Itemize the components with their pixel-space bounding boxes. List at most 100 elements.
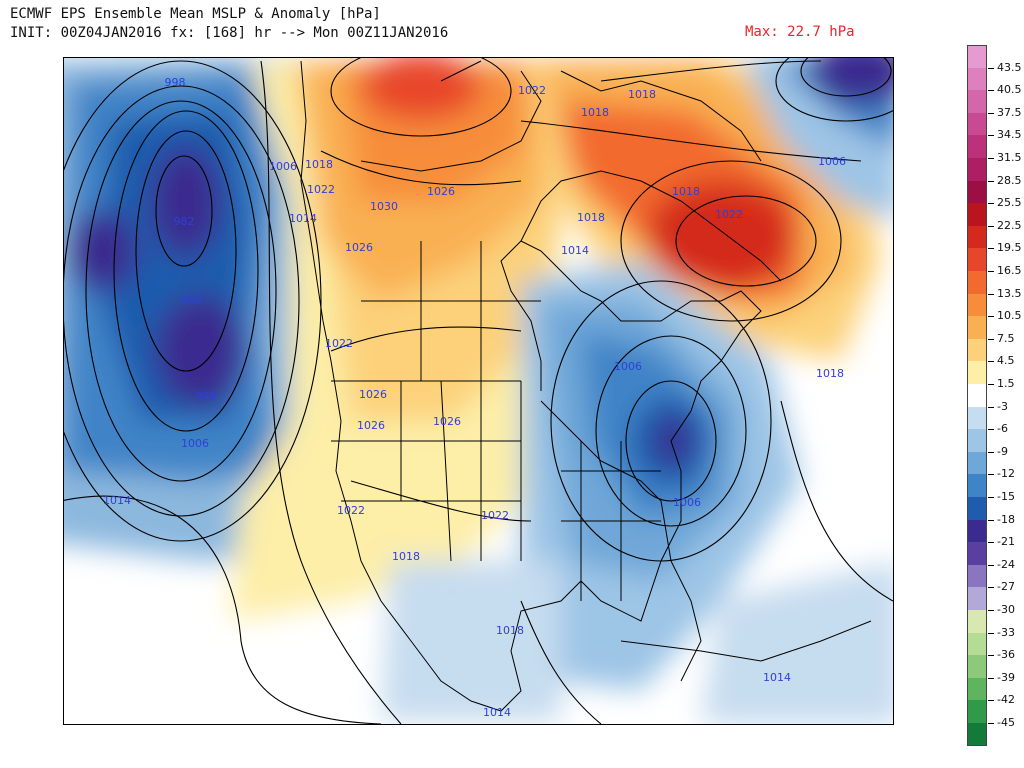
colorbar-tick [988, 564, 994, 566]
colorbar-tick-label: -42 [997, 693, 1015, 707]
isobar-label: 1022 [715, 208, 743, 221]
colorbar-tick-label: -24 [997, 557, 1015, 571]
colorbar-swatch [967, 271, 987, 295]
colorbar-tick-label: 7.5 [997, 331, 1015, 345]
colorbar-tick [988, 519, 994, 521]
isobar-lines [64, 58, 893, 724]
colorbar-tick-label: -12 [997, 467, 1015, 481]
colorbar-tick-label: 28.5 [997, 173, 1022, 187]
isobar-label: 1014 [483, 706, 511, 719]
isobar-label: 1026 [427, 185, 455, 198]
isobar-label: 1022 [307, 183, 335, 196]
isobar-label: 1026 [345, 241, 373, 254]
colorbar-swatch [967, 112, 987, 136]
colorbar-swatch [967, 632, 987, 656]
colorbar-swatch [967, 429, 987, 453]
colorbar-tick [988, 271, 994, 272]
isobar-label: 998 [165, 76, 186, 89]
colorbar-tick-label: 25.5 [997, 196, 1022, 210]
isobar-label: 1018 [496, 624, 524, 637]
colorbar-tick-label: 13.5 [997, 286, 1022, 300]
isobar-label: 1030 [370, 200, 398, 213]
isobar-label: 1006 [818, 155, 846, 168]
colorbar-tick-label: 1.5 [997, 377, 1015, 390]
isobar-label: 1018 [672, 185, 700, 198]
colorbar-tick [988, 700, 994, 702]
isobar-label: 1022 [518, 84, 546, 97]
colorbar-tick-label: 40.5 [997, 83, 1022, 97]
colorbar-tick-label: -45 [997, 716, 1015, 729]
colorbar-tick [988, 248, 994, 250]
colorbar-swatch [967, 700, 987, 724]
colorbar-tick-label: -9 [997, 444, 1008, 458]
colorbar-swatch [967, 316, 987, 340]
isobar-label: 1014 [561, 244, 589, 257]
colorbar-swatch [967, 248, 987, 272]
colorbar-frame [967, 45, 987, 746]
colorbar-swatch [967, 677, 987, 701]
colorbar-tick [988, 474, 994, 476]
colorbar-tick-label: 31.5 [997, 151, 1022, 164]
colorbar-swatch [967, 158, 987, 182]
isobar-label: 1022 [337, 504, 365, 517]
coastlines-borders [300, 60, 872, 712]
isobar-label: 1014 [289, 212, 317, 225]
colorbar-tick-label: -27 [997, 580, 1015, 594]
isobar-label: 1022 [325, 337, 353, 350]
colorbar-tick [988, 90, 994, 92]
isobar-label: 1018 [392, 550, 420, 563]
colorbar-tick-label: 19.5 [997, 241, 1022, 255]
colorbar-tick [988, 67, 994, 69]
colorbar-tick-label: -6 [997, 422, 1008, 436]
colorbar-swatch [967, 338, 987, 362]
anomaly-colorbar: 43.5 40.5 37.5 34.5 31.5 28.5 25.5 22.5 19.5 16.5… [967, 45, 1024, 747]
colorbar-tick-label: 22.5 [997, 218, 1022, 232]
colorbar-tick [988, 361, 994, 363]
isobar-label: 1006 [614, 360, 642, 373]
isobar-label: 1014 [763, 671, 791, 684]
colorbar-tick-label: -36 [997, 648, 1015, 662]
isobar-label: 1026 [433, 415, 461, 428]
colorbar-tick [988, 225, 994, 227]
colorbar-tick [988, 723, 994, 724]
map-title: ECMWF EPS Ensemble Mean MSLP & Anomaly [… [10, 6, 381, 22]
colorbar-swatch [967, 610, 987, 634]
isobar-label: 982 [174, 215, 195, 228]
colorbar-tick [988, 632, 994, 634]
isobar-label: 998 [196, 390, 217, 403]
colorbar-tick [988, 158, 994, 159]
colorbar-swatch [967, 542, 987, 566]
colorbar-tick [988, 316, 994, 318]
colorbar-tick-label: 10.5 [997, 309, 1022, 323]
colorbar-tick-label: -18 [997, 512, 1015, 526]
isobar-label: 1006 [673, 496, 701, 509]
colorbar-tick [988, 451, 994, 453]
colorbar-swatch [967, 451, 987, 475]
colorbar-tick [988, 542, 994, 544]
colorbar-tick-label: -15 [997, 490, 1015, 503]
colorbar-tick-label: 34.5 [997, 128, 1022, 142]
isobar-label: 1006 [269, 160, 297, 173]
colorbar-tick [988, 338, 994, 340]
colorbar-swatch [967, 90, 987, 114]
colorbar-tick [988, 587, 994, 589]
colorbar-tick [988, 429, 994, 431]
colorbar-tick [988, 497, 994, 498]
colorbar-tick [988, 655, 994, 657]
colorbar-tick [988, 180, 994, 182]
colorbar-tick-label: -33 [997, 625, 1015, 639]
colorbar-swatch [967, 180, 987, 204]
colorbar-swatch [967, 406, 987, 430]
colorbar-tick-label: -30 [997, 603, 1015, 616]
colorbar-tick [988, 293, 994, 295]
isobar-label: 1018 [305, 158, 333, 171]
colorbar-tick [988, 677, 994, 679]
isobar-label: 1018 [577, 211, 605, 224]
colorbar-swatch [967, 203, 987, 227]
colorbar-tick [988, 384, 994, 385]
colorbar-swatch [967, 655, 987, 679]
isobar-label: 990 [182, 294, 203, 307]
init-forecast-label: INIT: 00Z04JAN2016 fx: [168] hr --> Mon … [10, 25, 449, 41]
colorbar-tick [988, 135, 994, 137]
anomaly-shading [64, 58, 893, 724]
